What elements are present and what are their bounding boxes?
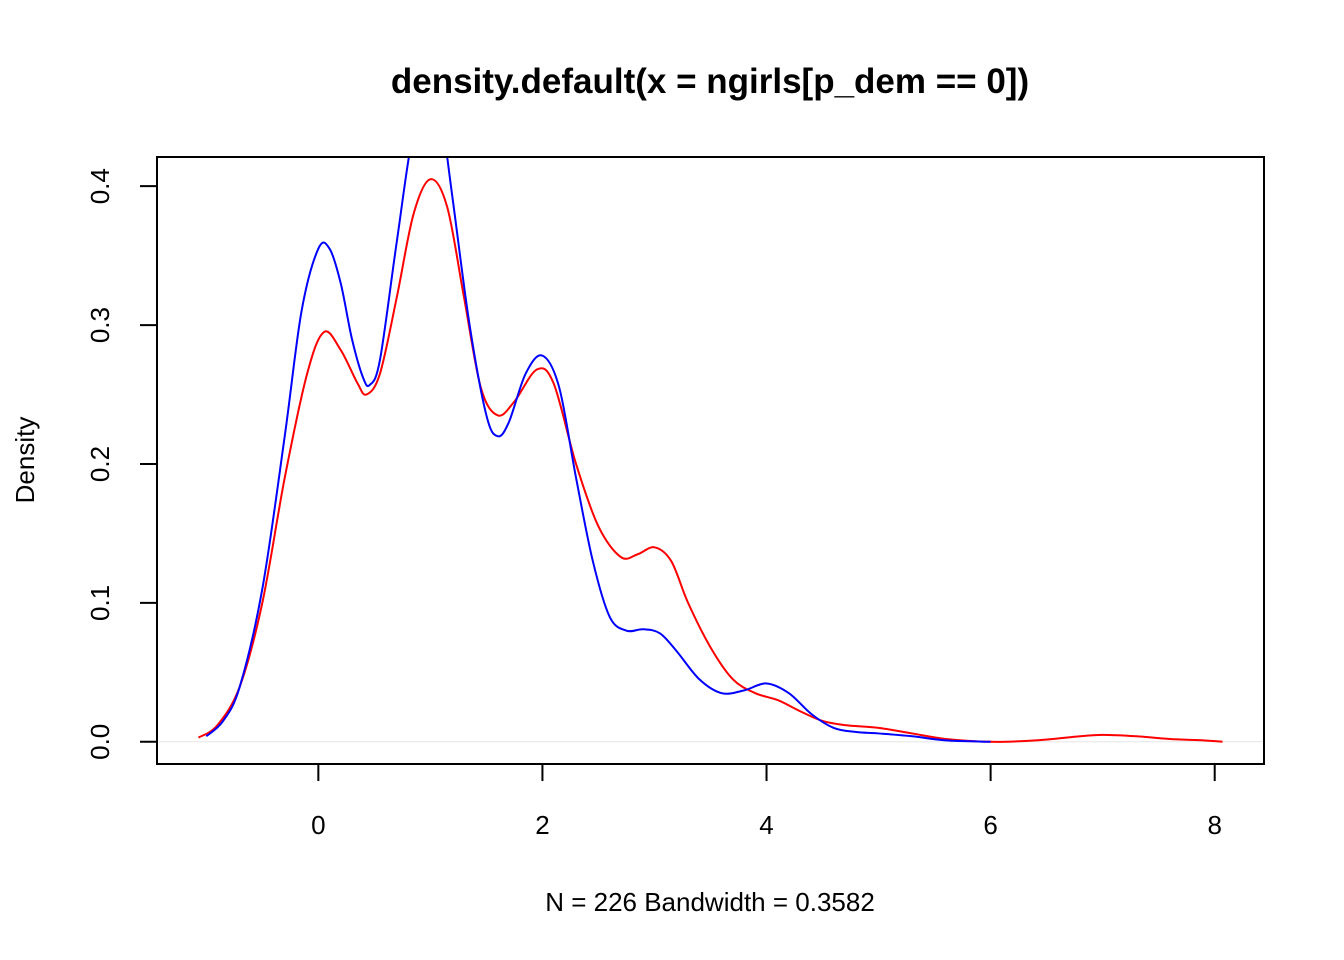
density-curve-1 — [197, 178, 1223, 743]
chart-title: density.default(x = ngirls[p_dem == 0]) — [391, 62, 1029, 101]
y-tick-label: 0.2 — [85, 446, 115, 482]
x-tick-label: 0 — [311, 810, 325, 840]
density-curve-2 — [205, 157, 991, 743]
y-tick-label: 0.3 — [85, 307, 115, 343]
x-tick-label: 8 — [1207, 810, 1221, 840]
y-tick-label: 0.0 — [85, 724, 115, 760]
x-axis: 0 2 4 6 8 — [311, 763, 1222, 840]
y-tick-label: 0.4 — [85, 168, 115, 204]
y-axis: 0.0 0.1 0.2 0.3 0.4 — [85, 168, 158, 760]
y-tick-label: 0.1 — [85, 585, 115, 621]
x-tick-label: 6 — [983, 810, 997, 840]
x-tick-label: 4 — [759, 810, 773, 840]
x-tick-label: 2 — [535, 810, 549, 840]
y-axis-label: Density — [10, 417, 40, 504]
x-axis-label: N = 226 Bandwidth = 0.3582 — [545, 887, 875, 917]
series-layer — [197, 157, 1223, 743]
